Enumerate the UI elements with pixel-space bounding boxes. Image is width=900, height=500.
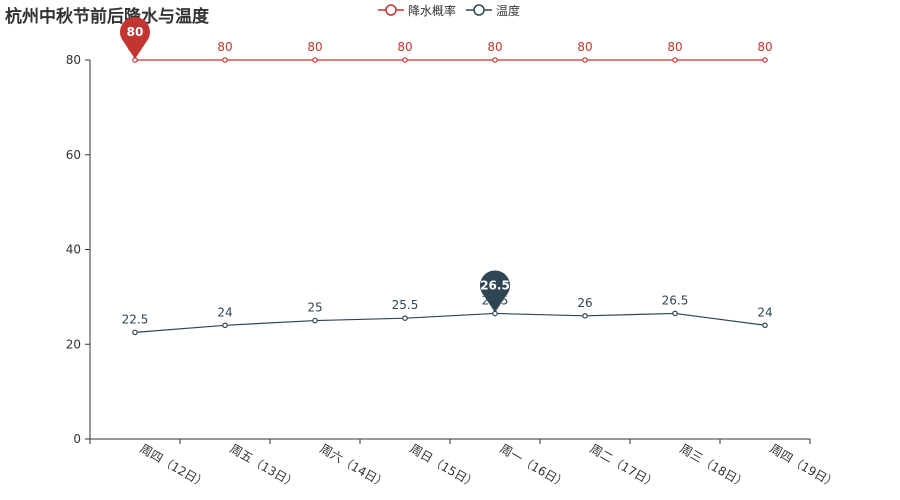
legend: 降水概率 温度 <box>378 2 530 18</box>
data-label: 24 <box>757 305 772 319</box>
legend-label-temperature: 温度 <box>496 3 521 18</box>
x-tick-label: 周一（16日） <box>498 441 570 491</box>
x-tick-label: 周四（19日） <box>768 441 840 491</box>
x-tick-label: 周五（13日） <box>228 441 300 491</box>
legend-item-temperature[interactable]: 温度 <box>466 2 520 19</box>
max-marker-label: 80 <box>127 25 144 39</box>
y-tick-label: 40 <box>66 243 81 257</box>
x-tick-label: 周四（12日） <box>138 441 210 491</box>
data-point <box>402 315 408 321</box>
data-point <box>672 310 678 317</box>
max-marker-shape <box>480 270 511 313</box>
chart-title: 杭州中秋节前后降水与温度 <box>5 7 209 27</box>
x-tick-label: 周六（14日） <box>318 441 390 491</box>
data-label: 80 <box>577 40 592 54</box>
max-marker-shape <box>120 17 150 60</box>
data-point <box>582 313 588 319</box>
data-point <box>402 57 408 63</box>
data-point <box>222 322 228 329</box>
max-marker-pin: 26.5 <box>480 270 511 313</box>
data-label: 80 <box>217 40 232 54</box>
y-tick-label: 80 <box>66 53 81 67</box>
data-point <box>492 57 498 63</box>
data-point <box>762 322 768 329</box>
data-label: 25.5 <box>392 298 419 312</box>
x-tick-label: 周三（18日） <box>678 441 750 491</box>
data-point <box>672 57 678 63</box>
y-tick-label: 0 <box>73 432 81 446</box>
data-point <box>762 57 768 63</box>
data-label: 80 <box>757 40 772 54</box>
data-label: 24 <box>217 305 232 319</box>
data-label: 80 <box>307 40 322 54</box>
y-tick-label: 60 <box>66 148 81 162</box>
series-line <box>134 312 766 334</box>
data-point <box>132 329 138 336</box>
data-label: 80 <box>487 40 502 54</box>
legend-marker-temperature <box>466 4 493 16</box>
legend-label-precipitation: 降水概率 <box>408 3 457 18</box>
data-point <box>312 57 318 63</box>
data-point <box>582 57 588 63</box>
data-label: 25 <box>307 301 322 315</box>
x-tick-label: 周日（15日） <box>408 441 480 491</box>
max-marker-pin: 80 <box>120 17 150 60</box>
data-label: 26.5 <box>662 293 689 307</box>
data-label: 22.5 <box>122 312 149 326</box>
max-marker-label: 26.5 <box>480 278 510 292</box>
data-label: 26 <box>577 296 592 310</box>
data-label: 80 <box>667 40 682 54</box>
x-tick-label: 周二（17日） <box>588 441 660 491</box>
legend-item-precipitation[interactable]: 降水概率 <box>378 2 456 19</box>
data-label: 80 <box>397 40 412 54</box>
legend-marker-precipitation <box>378 4 404 16</box>
y-tick-label: 20 <box>66 337 81 351</box>
data-point <box>222 57 228 63</box>
data-point <box>312 317 318 324</box>
